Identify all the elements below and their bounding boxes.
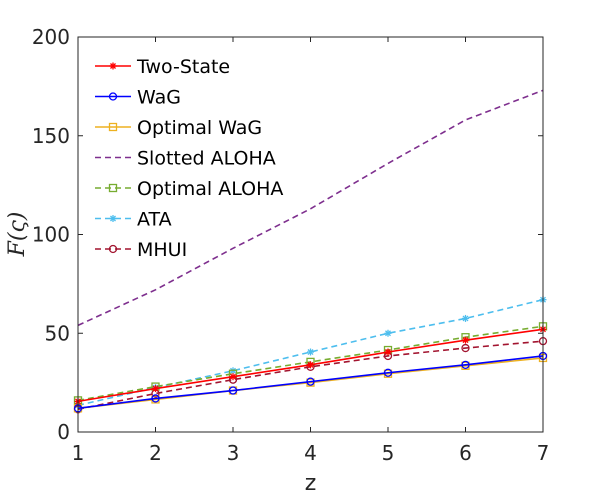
x-tick-label: 2 xyxy=(149,441,162,465)
legend-marker xyxy=(108,244,118,254)
data-point xyxy=(462,314,469,322)
series-line xyxy=(77,357,544,410)
series-slotted-aloha xyxy=(77,89,544,327)
y-tick-label: 100 xyxy=(32,223,70,247)
legend-item: WaG xyxy=(95,87,181,109)
legend-marker xyxy=(108,183,118,193)
legend-item: Optimal WaG xyxy=(95,117,262,139)
data-point xyxy=(307,361,314,369)
legend-item: MHUI xyxy=(95,239,187,261)
data-point xyxy=(461,360,470,370)
series-layer xyxy=(73,89,548,414)
x-axis-label: z xyxy=(305,471,317,496)
x-tick-label: 3 xyxy=(227,441,240,465)
legend-item: Slotted ALOHA xyxy=(95,148,276,170)
y-tick-label: 0 xyxy=(57,420,70,444)
legend-marker xyxy=(108,92,118,101)
x-tick-label: 1 xyxy=(72,441,85,465)
legend-item: Two-State xyxy=(95,56,230,78)
series-line xyxy=(77,340,544,411)
x-tick-label: 5 xyxy=(382,441,395,465)
y-tick-label: 150 xyxy=(32,124,70,148)
legend-label: Slotted ALOHA xyxy=(137,148,276,170)
legend-label: WaG xyxy=(137,87,181,109)
tick-layer: 1 2 3 4 5 6 7 0 50 100 150 200 xyxy=(32,25,550,465)
y-axis-label: F(ς) xyxy=(5,212,30,258)
series-wag xyxy=(73,351,548,413)
series-line xyxy=(77,355,544,410)
data-point xyxy=(228,386,238,395)
legend-label: Optimal WaG xyxy=(137,117,262,139)
legend-item: ATA xyxy=(95,209,172,231)
x-tick-label: 4 xyxy=(304,441,317,465)
data-point xyxy=(384,348,392,356)
legend-item: Optimal ALOHA xyxy=(95,178,283,200)
data-point xyxy=(461,343,470,353)
legend-label: Optimal ALOHA xyxy=(137,178,283,200)
y-tick-label: 200 xyxy=(32,25,70,49)
y-tick-label: 50 xyxy=(45,321,70,345)
series-line xyxy=(77,89,544,327)
data-point xyxy=(307,348,314,356)
data-point xyxy=(151,394,160,403)
data-point xyxy=(384,329,392,337)
legend-marker xyxy=(109,215,117,222)
x-tick-label: 6 xyxy=(459,441,472,465)
legend: Two-State WaG Optimal WaG Slotted ALOHA Opti… xyxy=(95,56,283,261)
legend-marker xyxy=(108,122,118,132)
legend-label: Two-State xyxy=(136,56,230,78)
data-point xyxy=(462,336,469,344)
data-point xyxy=(229,373,237,381)
data-point xyxy=(383,368,393,377)
legend-label: ATA xyxy=(137,209,172,231)
x-tick-label: 7 xyxy=(537,441,550,465)
legend-label: MHUI xyxy=(137,239,187,261)
data-point xyxy=(152,385,159,393)
legend-marker xyxy=(109,62,117,70)
data-point xyxy=(306,377,315,386)
